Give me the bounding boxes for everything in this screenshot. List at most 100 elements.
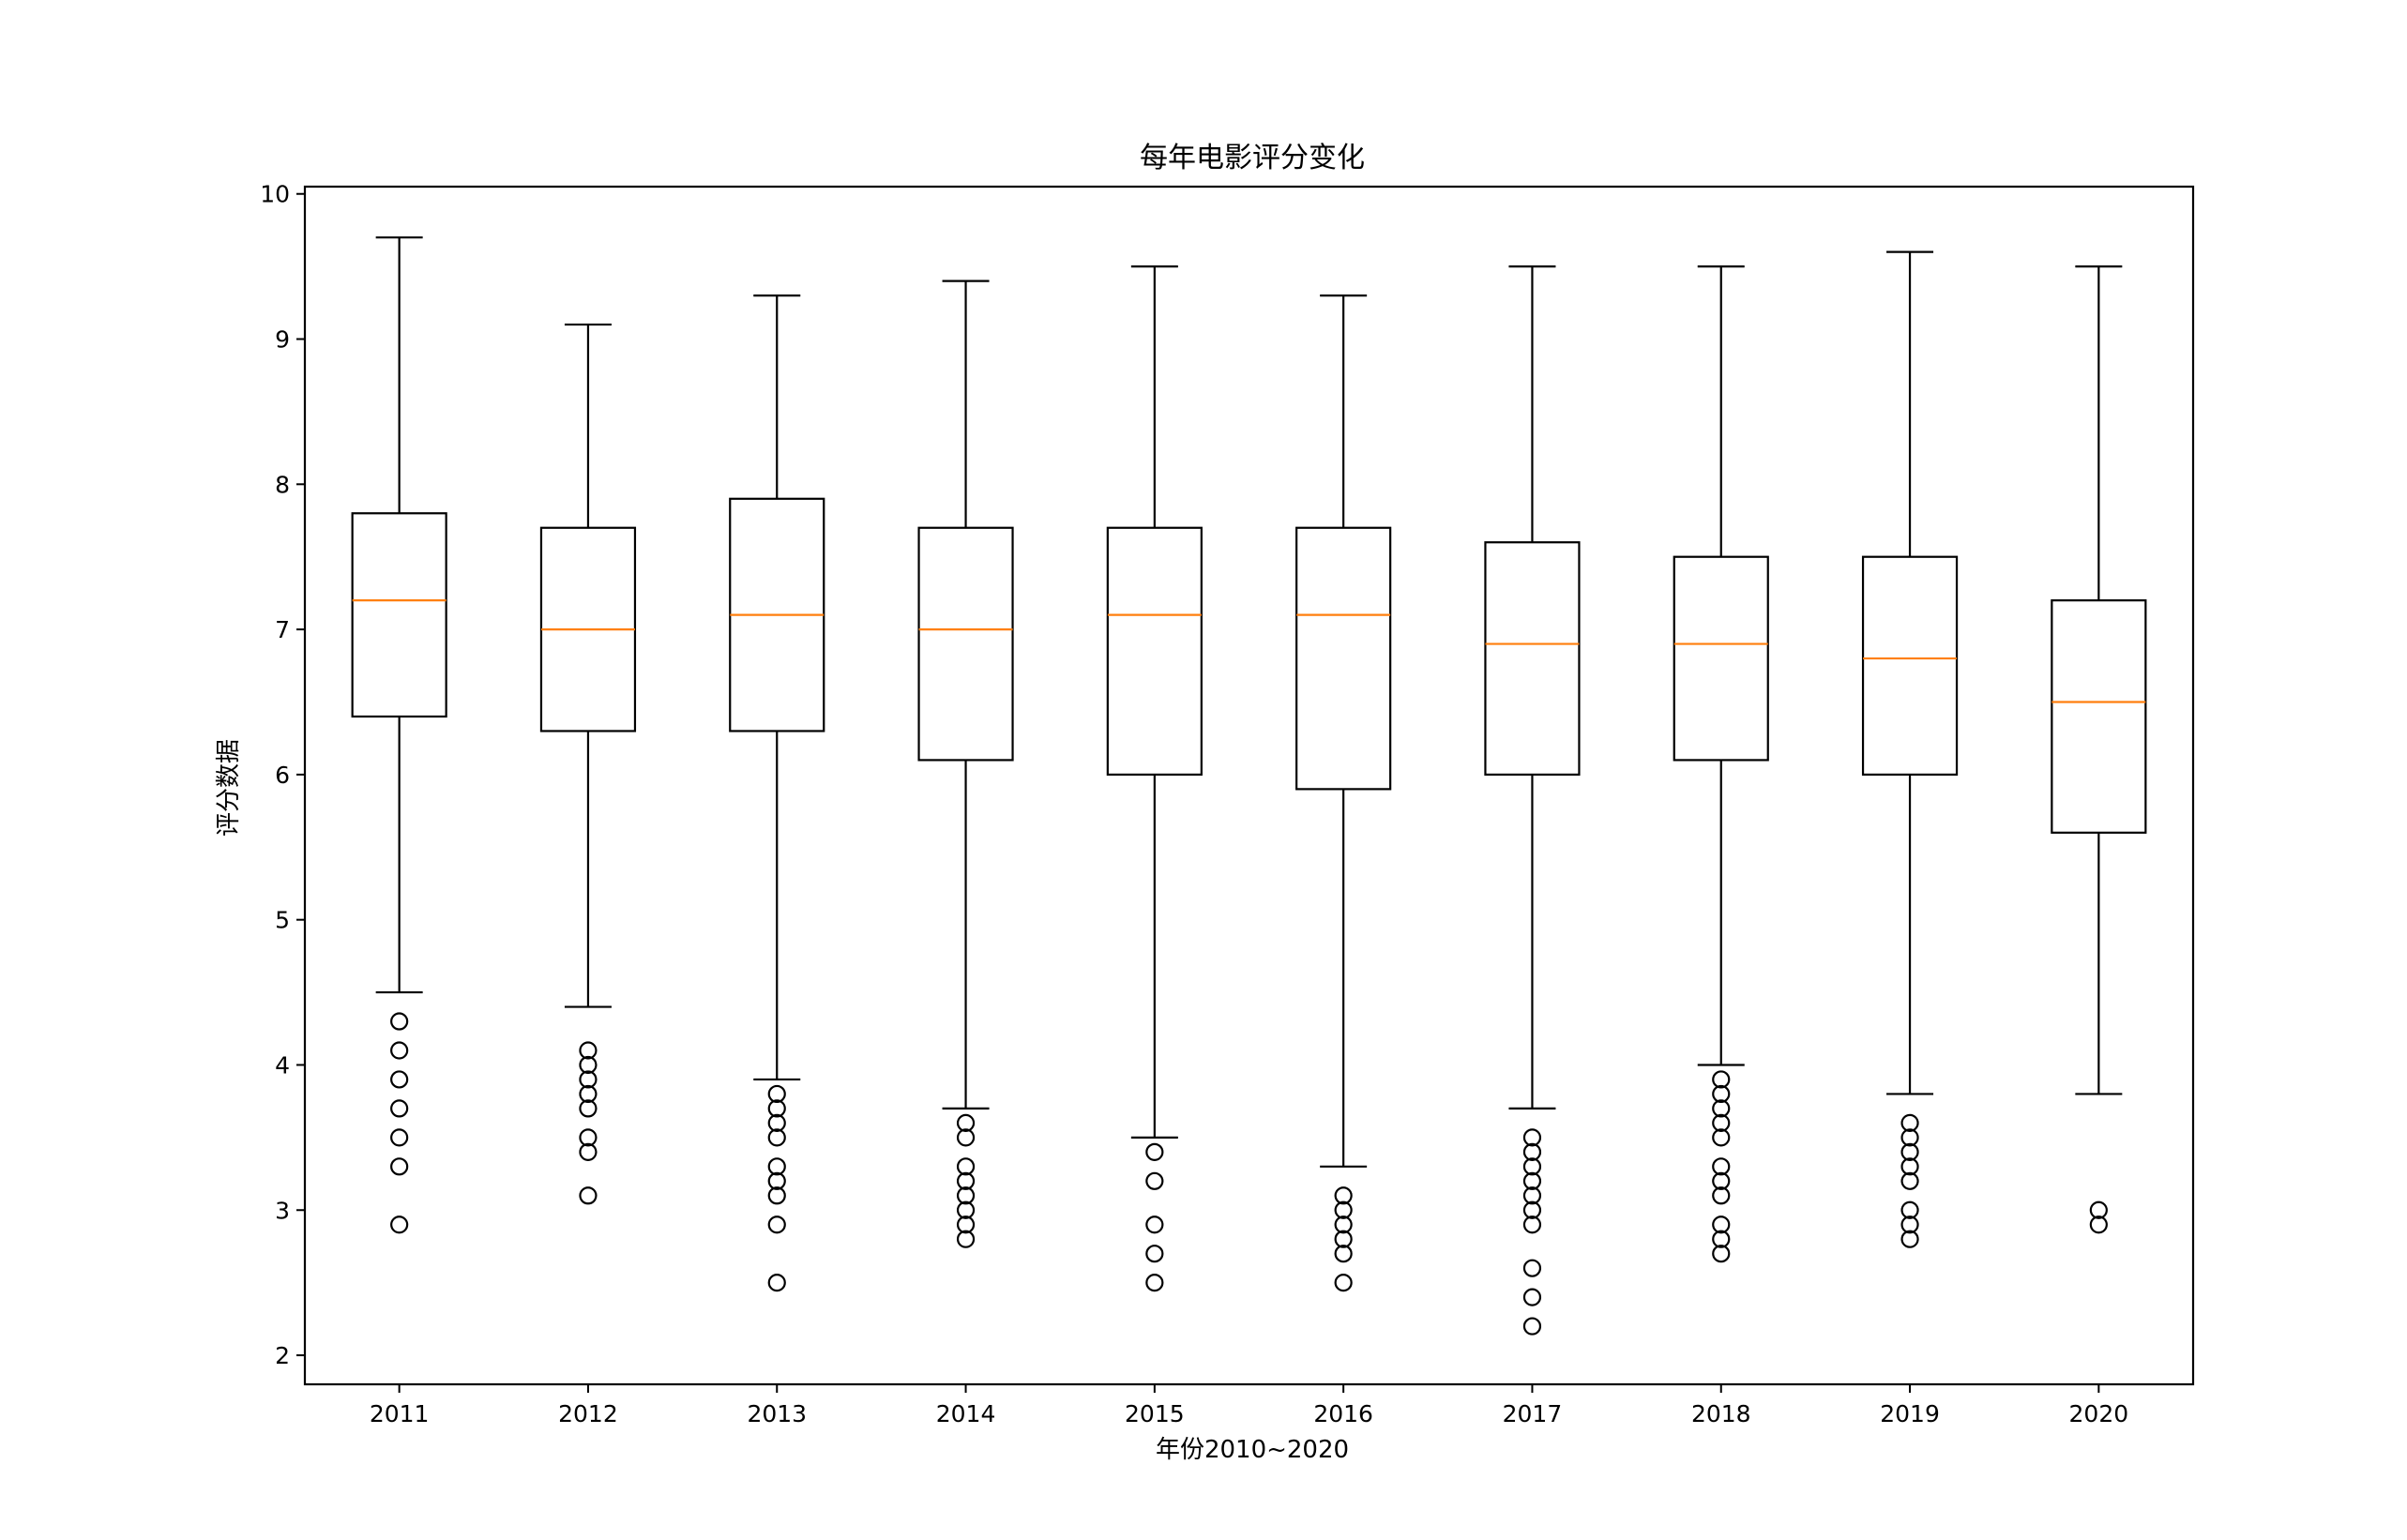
outlier-point (767, 1084, 786, 1104)
box-iqr (1295, 526, 1392, 791)
outlier-point (390, 1128, 409, 1147)
outlier-point (956, 1128, 976, 1147)
outlier-point (1712, 1128, 1731, 1147)
outlier-point (579, 1186, 598, 1205)
outlier-point (1900, 1200, 1919, 1219)
y-tick-label: 7 (275, 616, 290, 643)
box-group-2019 (1861, 250, 1959, 1248)
outlier-point (1522, 1186, 1542, 1205)
outlier-point (1145, 1245, 1164, 1263)
x-tick-label: 2013 (747, 1400, 807, 1427)
outlier-point (1145, 1142, 1164, 1161)
outlier-point (579, 1128, 598, 1147)
outlier-point (956, 1113, 976, 1132)
x-tick-label: 2011 (370, 1400, 430, 1427)
outlier-point (1712, 1070, 1731, 1089)
y-tick-label: 2 (275, 1342, 290, 1369)
outlier-point (1334, 1230, 1353, 1248)
box-group-2018 (1673, 265, 1769, 1263)
y-axis-label: 评分数据 (215, 739, 243, 837)
outlier-point (1334, 1200, 1353, 1219)
outlier-point (956, 1215, 976, 1234)
outlier-point (1900, 1215, 1919, 1234)
outlier-point (390, 1099, 409, 1118)
outlier-point (767, 1157, 786, 1176)
y-tick-label: 9 (275, 326, 290, 354)
x-tick-label: 2016 (1313, 1400, 1373, 1427)
y-tick-label: 10 (260, 181, 290, 208)
outlier-point (1522, 1142, 1542, 1161)
outlier-point (1522, 1157, 1542, 1176)
chart-title: 每年电影评分变化 (1140, 142, 1365, 174)
outlier-point (390, 1041, 409, 1060)
x-tick-label: 2015 (1125, 1400, 1185, 1427)
box-group-2015 (1106, 265, 1203, 1292)
box-iqr (1106, 526, 1203, 776)
outlier-point (956, 1186, 976, 1205)
y-tick-label: 6 (275, 762, 290, 789)
box-iqr (1861, 555, 1959, 776)
outlier-point (1712, 1099, 1731, 1118)
x-tick-label: 2017 (1503, 1400, 1563, 1427)
outlier-point (956, 1157, 976, 1176)
outlier-point (767, 1128, 786, 1147)
outlier-point (390, 1157, 409, 1176)
outlier-point (1145, 1215, 1164, 1234)
outlier-point (390, 1070, 409, 1089)
outlier-point (1334, 1186, 1353, 1205)
box-group-2012 (539, 323, 637, 1205)
box-iqr (917, 526, 1014, 762)
outlier-point (1522, 1171, 1542, 1190)
outlier-point (1900, 1113, 1919, 1132)
outlier-point (767, 1186, 786, 1205)
box-group-2016 (1295, 294, 1392, 1292)
y-tick-label: 4 (275, 1051, 290, 1079)
x-tick-label: 2019 (1880, 1400, 1940, 1427)
plot-area (351, 236, 2147, 1336)
outlier-point (2089, 1200, 2108, 1219)
x-axis-label: 年份2010~2020 (1156, 1436, 1349, 1464)
outlier-point (579, 1070, 598, 1089)
box-group-2020 (2051, 265, 2147, 1234)
x-tick-label: 2020 (2069, 1400, 2129, 1427)
box-group-2013 (729, 294, 825, 1292)
outlier-point (1522, 1259, 1542, 1277)
outlier-point (579, 1099, 598, 1118)
outlier-point (767, 1099, 786, 1118)
y-tick-label: 8 (275, 471, 290, 498)
outlier-point (1712, 1230, 1731, 1248)
outlier-point (1334, 1245, 1353, 1263)
outlier-point (956, 1230, 976, 1248)
outlier-point (1145, 1171, 1164, 1190)
outlier-point (1334, 1215, 1353, 1234)
box-group-2017 (1484, 265, 1581, 1336)
outlier-point (1522, 1128, 1542, 1147)
box-group-2014 (917, 279, 1014, 1248)
outlier-point (579, 1084, 598, 1104)
outlier-point (1712, 1084, 1731, 1104)
outlier-point (1522, 1215, 1542, 1234)
outlier-point (956, 1200, 976, 1219)
outlier-point (2089, 1215, 2108, 1234)
outlier-point (1900, 1230, 1919, 1248)
outlier-point (1334, 1274, 1353, 1292)
box-iqr (1484, 541, 1581, 776)
outlier-point (1900, 1142, 1919, 1161)
outlier-point (579, 1142, 598, 1161)
outlier-point (1712, 1113, 1731, 1132)
outlier-point (1522, 1200, 1542, 1219)
outlier-point (767, 1113, 786, 1132)
y-tick-label: 5 (275, 907, 290, 934)
outlier-point (1900, 1128, 1919, 1147)
outlier-point (1712, 1215, 1731, 1234)
outlier-point (1712, 1157, 1731, 1176)
box-iqr (2051, 599, 2147, 834)
outlier-point (956, 1171, 976, 1190)
outlier-point (1712, 1186, 1731, 1205)
outlier-point (390, 1215, 409, 1234)
box-group-2011 (351, 236, 447, 1234)
outlier-point (1712, 1245, 1731, 1263)
